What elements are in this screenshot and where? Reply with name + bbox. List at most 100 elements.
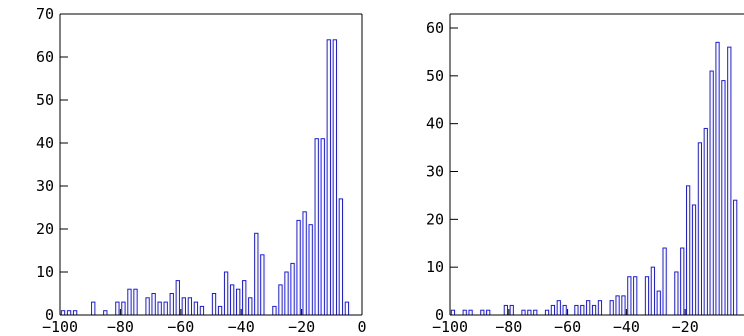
x-tick-label: −20 [672,318,699,336]
histogram-bar [609,300,614,316]
histogram-bar [260,254,265,316]
left-histogram-panel: 0 10 20 30 40 50 60 70 −100 −80 −60 −40 −20 0 [36,5,367,336]
y-tick-label: 10 [36,263,54,281]
right-histogram-panel: 0 10 20 30 40 50 60 −100 −80 −60 −40 −20 [426,13,744,336]
histogram-bar [229,284,235,316]
histogram-bar [721,80,726,316]
y-tick-label: 70 [36,5,54,23]
x-tick-label: 0 [357,318,366,336]
histogram-bar [450,309,456,316]
y-tick-label: 20 [36,220,54,238]
histogram-bar [633,276,638,316]
histogram-bar [680,247,685,316]
histogram-bar [462,309,467,316]
histogram-bar [284,271,289,316]
histogram-bar [103,310,108,316]
histogram-bar [242,280,247,316]
histogram-bar [211,293,217,316]
y-tick-label: 20 [426,210,444,228]
histogram-bar [644,276,650,316]
histogram-bar [127,288,132,316]
histogram-bar [60,310,66,316]
histogram-bar [151,293,156,316]
histogram-bar [562,304,567,316]
y-tick-label: 60 [426,19,444,37]
histogram-bar [550,304,556,316]
histogram-bar [574,304,579,316]
histogram-bar [509,304,514,316]
histogram-bar [597,300,603,316]
histogram-bar [521,309,526,316]
y-tick-label: 0 [435,306,444,324]
histogram-bar [556,300,561,316]
histogram-bar [338,198,344,316]
histogram-bar [586,300,591,316]
x-tick-label: −80 [495,318,522,336]
histogram-bar [181,297,186,316]
histogram-bar [320,138,325,316]
histogram-bar [686,185,691,316]
x-tick-label: −40 [228,318,255,336]
histogram-bar [703,127,708,316]
histogram-bar [662,247,667,316]
histogram-bar [691,204,697,316]
histogram-bar [175,280,180,316]
histogram-bar [621,295,626,316]
histogram-bar [290,262,295,316]
histogram-bar [332,39,337,316]
histogram-bar [115,301,120,316]
x-tick-label: −60 [167,318,194,336]
histogram-bar [272,305,277,316]
histogram-bar [486,309,491,316]
histogram-bar [580,304,585,316]
histogram-bar [302,211,307,316]
histogram-bar [157,301,162,316]
x-tick-label: −40 [613,318,640,336]
histogram-bar [697,142,703,316]
histogram-bar [674,271,679,316]
histogram-bar [91,301,96,316]
histogram-bar [344,301,350,316]
x-tick-label: −80 [107,318,134,336]
histogram-bar [254,232,259,316]
histogram-bar [544,309,550,316]
histogram-bar [326,39,331,316]
histogram-bar [314,138,319,316]
y-tick-label: 30 [426,163,444,181]
histogram-bar [163,301,168,316]
histogram-bar [199,305,205,316]
histogram-bar [121,301,126,316]
histogram-bar [278,284,283,316]
histogram-bar [468,309,473,316]
y-tick-label: 40 [426,115,444,133]
histogram-bar [145,297,150,316]
histogram-bar [217,305,223,316]
x-tick-label: −60 [554,318,581,336]
y-tick-label: 30 [36,177,54,195]
histogram-bar [709,70,714,316]
histogram-bar [533,309,538,316]
y-tick-label: 50 [426,67,444,85]
histogram-bar [656,290,661,316]
histogram-bar [715,41,720,316]
histogram-bar [627,276,632,316]
x-tick-label: −100 [432,318,468,336]
x-tick-label: −20 [288,318,315,336]
histogram-bar [169,293,174,316]
histogram-bar [727,46,732,316]
histogram-bar [527,309,532,316]
histogram-bar [650,266,655,316]
histogram-bar [133,288,138,316]
y-tick-label: 50 [36,91,54,109]
histogram-bar [503,304,508,316]
x-tick-label: −100 [42,318,78,336]
histogram-bar [187,297,193,316]
histogram-bar [248,297,253,316]
histogram-bar [223,271,229,316]
histogram-bar [193,301,199,316]
histogram-bar [66,310,72,316]
histogram-bar [615,295,620,316]
histogram-bar [296,219,301,316]
histogram-bar [236,288,241,316]
